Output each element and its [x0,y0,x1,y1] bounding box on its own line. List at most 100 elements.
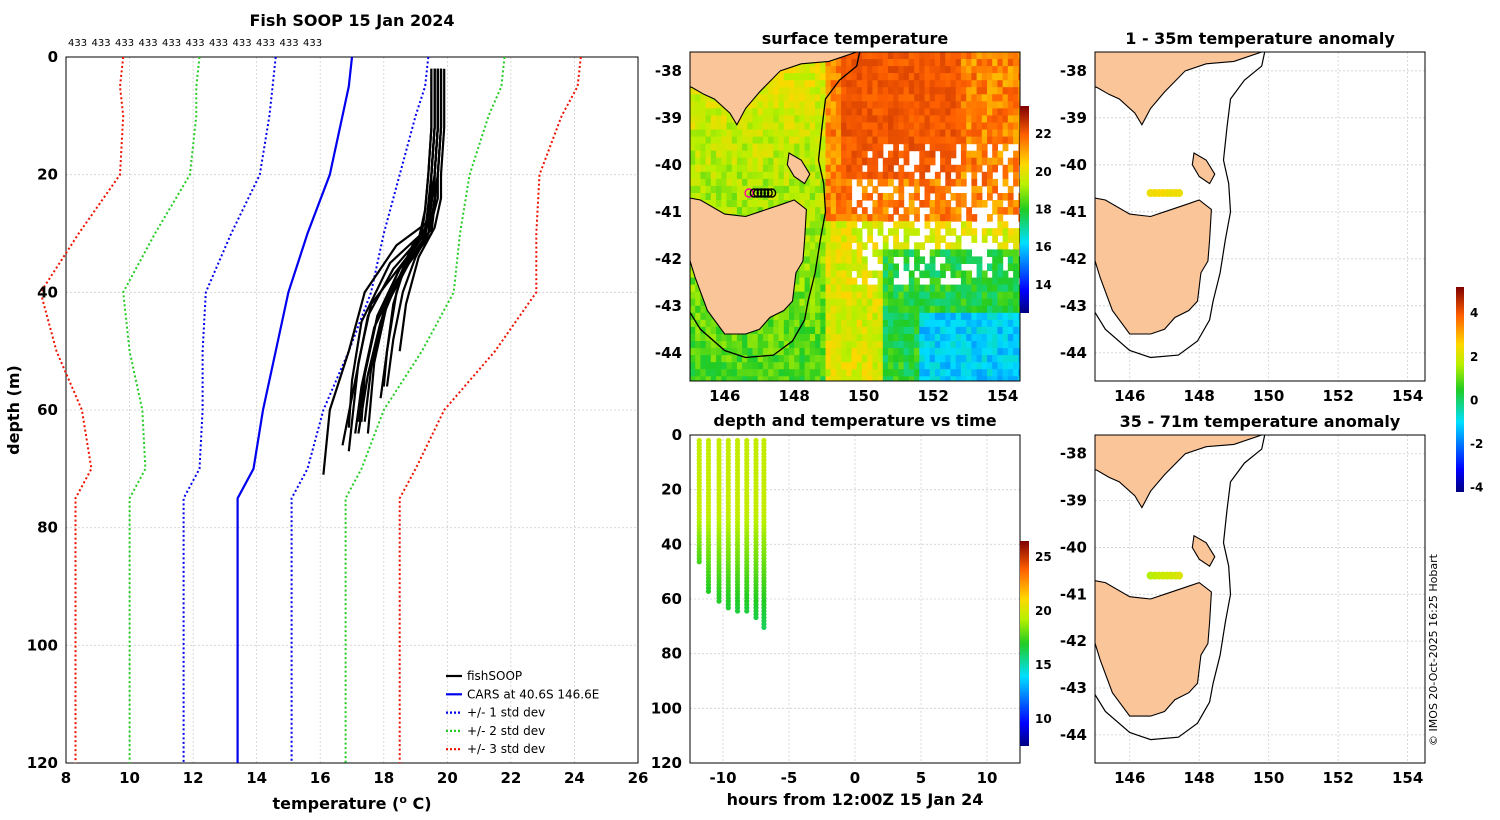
sst-cell [789,101,795,109]
sst-cell [752,94,759,102]
sst-cell [987,348,993,356]
sst-cell [742,157,748,166]
mainland-land [1095,435,1263,509]
sst-cell [903,355,910,363]
anomaly-deep-xtick: 146 [1114,769,1145,787]
sst-cell [924,291,931,300]
sst-cell [898,298,905,307]
sst-cell [992,270,998,279]
sst-cell [825,122,832,131]
sst-cell [690,193,696,201]
sst-cell [976,305,983,314]
sst-cell [804,348,811,356]
sst-cell [794,150,800,159]
sst-cell [971,228,978,236]
sst-cell [971,108,978,116]
sst-cell [971,334,978,342]
sst-cell [700,362,707,370]
sst-cell [934,136,941,145]
sst-cell [1002,235,1009,243]
sst-cell [710,101,717,109]
sst-cell [898,129,905,138]
sst-cell [903,249,910,257]
std-dev-1-high [290,56,430,763]
sst-cell [987,157,993,166]
depth-time-ytick: 80 [661,645,682,663]
sst-cell [882,178,889,187]
sst-cell [955,207,962,215]
sst-cell [789,326,795,335]
sst-cell [856,291,863,300]
sst-cell [809,242,816,250]
sst-cell [851,94,858,102]
sst-cell [778,129,785,138]
sst-cell [872,150,879,159]
sst-cell [700,150,707,159]
sst-cell [924,221,931,229]
sst-cell [945,319,952,328]
sst-cell [783,319,790,328]
sst-cell [888,334,894,342]
sst-cell [690,326,696,335]
sst-cell [924,73,931,81]
sst-cell [825,312,832,321]
cast-position-marker [759,188,770,198]
sst-cell [690,150,696,159]
sst-cell [992,334,998,342]
sst-cell [695,291,701,300]
sst-cell [1007,157,1014,166]
sst-cell [835,108,842,116]
sst-cell [710,143,717,152]
sst-cell [934,277,941,286]
sst-cell [1007,355,1014,363]
sst-cell [846,256,853,264]
sst-cell [846,298,853,307]
cast-count-label: 433 [186,38,205,49]
sst-cell [736,362,743,370]
sst-cell [981,235,988,243]
sst-cell [1018,369,1020,377]
sst-cell [945,157,952,166]
sst-cell [940,207,946,215]
sst-cell [1018,115,1020,123]
sst-cell [945,52,952,60]
sst-cell [762,122,769,131]
sst-cell [929,129,936,138]
sst-cell [966,256,972,264]
sst-cell [742,369,748,377]
sst-cell [825,157,832,166]
sst-cell [820,193,827,201]
sst-cell [898,341,905,349]
sst-cell [861,171,868,180]
sst-cell [815,108,821,116]
std-dev-1-low [182,56,277,763]
sst-cell [888,94,894,102]
sst-cell [835,228,842,236]
sst-cell [908,291,915,300]
sst-cell [752,376,759,381]
sst-cell [705,200,712,208]
sst-cell [981,341,988,349]
sst-cell [783,87,790,95]
sst-cell [809,334,816,342]
sst-cell [987,122,993,131]
sst-cell [1007,87,1014,95]
sst-cell [804,376,811,381]
sst-cell [903,348,910,356]
sst-cell [700,129,707,138]
sst-cell [695,108,701,116]
sst-cell [773,157,780,166]
anomaly-deep-point [1175,571,1184,580]
sst-cell [861,52,868,60]
cast-count-label: 433 [92,38,111,49]
sst-cell [736,193,743,201]
sst-cell [929,376,936,381]
sst-cell [794,298,800,307]
sst-cell [877,284,884,293]
sst-cell [773,171,780,180]
sst-cell [804,101,811,109]
sst-cell [929,214,936,222]
sst-cell [1018,270,1020,279]
sst-cell [987,108,993,116]
sst-cell [846,305,853,314]
